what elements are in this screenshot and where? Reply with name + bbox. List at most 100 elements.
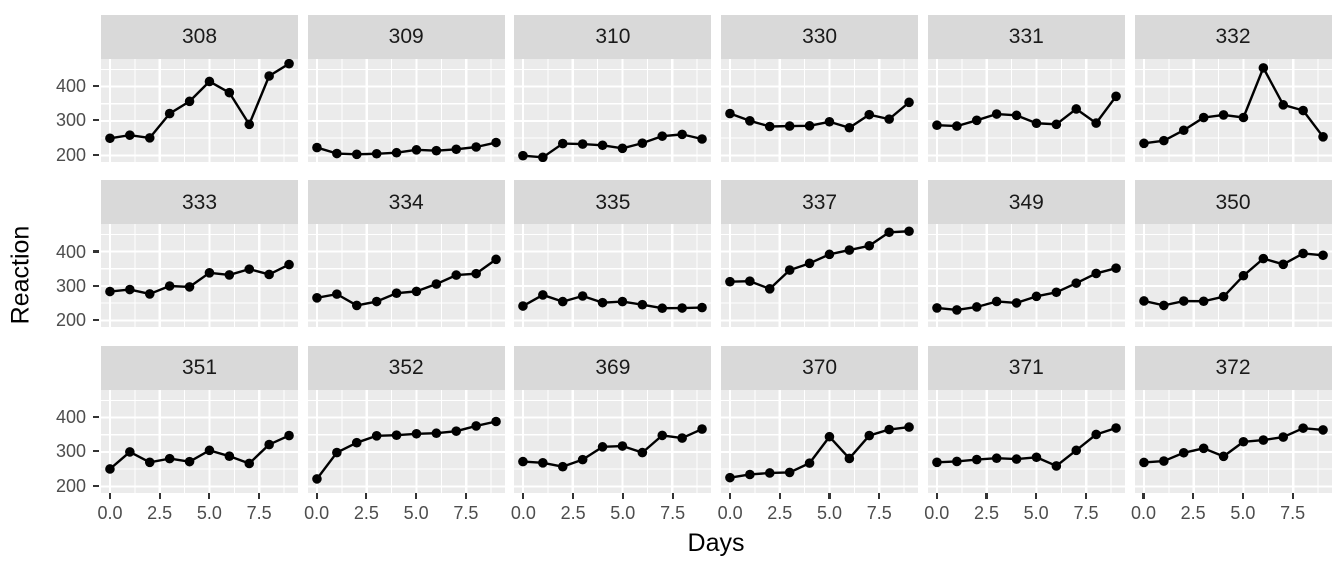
data-point [518,150,529,160]
data-point [1198,296,1208,307]
data-point [351,149,362,159]
x-tick-mark [1192,492,1195,499]
data-point [725,108,735,118]
data-point [677,303,688,313]
grid-major [721,389,919,493]
data-point [1297,105,1308,115]
grid-minor [101,389,298,493]
data-line [936,95,1117,127]
data-point [105,132,115,143]
data-point [991,108,1002,119]
facet-panel-349 [927,224,1125,327]
grid-minor [721,224,919,327]
data-line [523,132,703,159]
facet-strip-label: 337 [802,190,838,214]
data-point [558,461,568,471]
data-line [522,293,703,310]
data-point [578,138,588,149]
x-tick-mark [108,492,112,499]
facet-panel-370 [721,389,919,493]
data-point [331,447,342,457]
data-point [844,245,855,255]
data-point [105,286,115,297]
data-point [657,303,668,314]
data-point [1258,434,1268,445]
x-tick-label: 7.5 [1073,502,1099,523]
data-line [1143,66,1324,145]
x-tick-mark [1241,492,1244,499]
data-point [311,293,322,303]
y-tick-mark [92,153,99,156]
data-point [844,453,855,463]
facet-panel-337 [721,224,919,327]
data-point [884,227,895,238]
grid-major [307,224,505,327]
x-tick-label: 0.0 [717,502,743,523]
x-tick-label: 7.5 [660,502,686,523]
y-tick-label: 400 [55,407,86,427]
data-point [1317,250,1328,261]
data-point [991,296,1002,307]
data-line [936,267,1117,312]
data-point [1031,451,1042,462]
data-point [784,120,795,131]
data-point [538,152,549,162]
data-point [991,452,1002,463]
data-point [824,116,835,127]
data-point [598,297,608,308]
facet-strip: 369 [514,345,712,390]
data-point [951,305,962,315]
data-point [331,148,342,158]
data-point [618,143,628,153]
data-point [184,456,195,466]
data-point [884,424,895,434]
data-point [411,144,421,155]
x-tick-mark [464,492,467,499]
data-point [1138,138,1149,148]
facet-panel-369 [514,389,712,493]
data-point [951,456,962,466]
data-line [109,263,290,296]
facet-strip-label: 309 [388,25,424,48]
data-point [391,288,402,298]
data-point [657,430,668,440]
data-point [697,133,708,144]
x-tick-mark [1142,492,1145,499]
data-point [697,302,708,313]
y-tick-label: 400 [55,76,86,96]
grid-major [927,389,1125,493]
data-point [931,303,942,313]
data-point [331,289,342,299]
x-tick-label: 5.0 [1023,502,1049,523]
data-point [1218,291,1228,302]
grid-minor [307,224,505,327]
facet-strip: 334 [307,180,505,224]
data-point [411,286,421,297]
grid-minor [514,389,712,493]
data-point [1218,109,1228,120]
grid-minor [101,224,298,327]
data-point [284,259,294,270]
data-point [637,447,648,457]
data-point [518,456,529,466]
data-point [490,254,501,265]
data-point [1178,447,1189,458]
grid-minor [721,58,919,162]
data-point [451,143,461,154]
facet-strip: 335 [514,180,712,224]
data-line [729,425,910,479]
data-point [1091,117,1101,128]
facet-strip-label: 330 [802,25,838,48]
data-point [164,281,175,291]
facet-panel-352 [307,389,505,493]
data-point [125,284,135,295]
x-tick-label: 5.0 [610,502,636,523]
y-tick-label: 200 [55,144,86,165]
x-tick-label: 5.0 [816,502,843,523]
data-point [765,284,775,294]
data-point [1277,99,1288,110]
y-tick-label: 300 [55,110,86,131]
x-axis-title: Days [687,529,745,557]
data-point [451,270,461,280]
grid-minor [927,58,1125,162]
